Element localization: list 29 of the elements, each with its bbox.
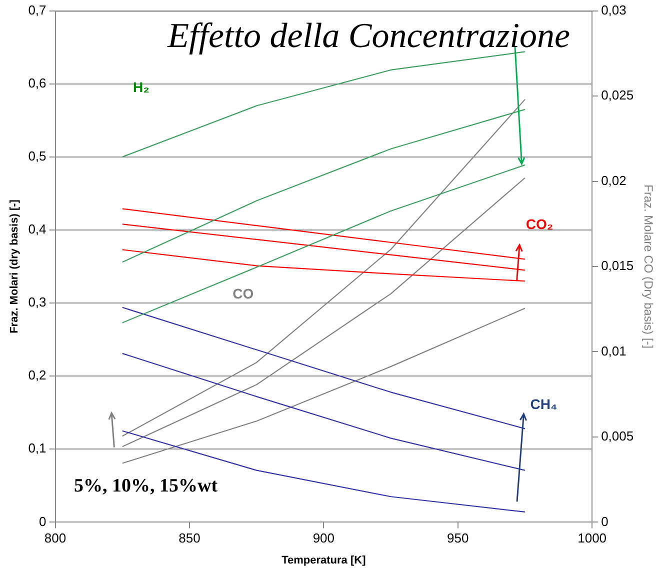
x-tick-label: 900	[312, 530, 335, 546]
y2-tick-label: 0,02	[601, 172, 626, 188]
annotation: CO₂	[526, 216, 554, 232]
y2-tick-label: 0,01	[601, 343, 626, 358]
y-tick-label: 0,4	[28, 222, 46, 237]
y-tick-label: 0,2	[28, 368, 46, 383]
y-tick-label: 0,7	[28, 2, 46, 18]
y-tick-label: 0,3	[28, 294, 46, 310]
annotation: CO	[232, 285, 254, 302]
y-axis-title: Fraz. Molari (dry basis) [-]	[8, 199, 21, 334]
y2-tick-label: 0,025	[601, 88, 634, 103]
annotation: H₂	[132, 78, 150, 95]
y2-axis-title: Fraz. Molare CO (Dry basis) [-]	[641, 184, 656, 349]
x-axis-title: Temperatura [K]	[282, 554, 366, 566]
annotation: CH₄	[530, 396, 558, 412]
y-tick-label: 0,1	[28, 440, 46, 456]
annotation: 5%, 10%, 15%wt	[74, 475, 218, 496]
y2-tick-label: 0,005	[601, 428, 634, 444]
y-tick-label: 0	[39, 514, 46, 529]
y2-tick-label: 0	[601, 514, 608, 529]
x-tick-label: 850	[178, 530, 200, 546]
y2-tick-label: 0,03	[601, 2, 626, 18]
x-tick-label: 950	[447, 530, 469, 546]
chart-title: Effetto della Concentrazione	[166, 16, 570, 56]
x-tick-label: 800	[44, 530, 66, 546]
y-tick-label: 0,6	[28, 75, 46, 90]
y2-tick-label: 0,015	[601, 258, 634, 274]
y-tick-label: 0,5	[28, 148, 46, 164]
x-tick-label: 1000	[578, 530, 607, 546]
